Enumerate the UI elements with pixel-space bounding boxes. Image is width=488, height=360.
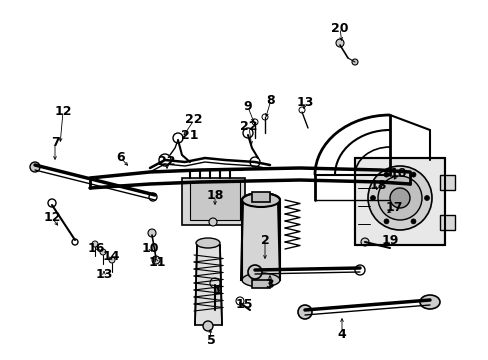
Text: 4: 4 [337,328,346,341]
Circle shape [30,162,40,172]
Text: 1: 1 [213,284,222,297]
Circle shape [377,176,421,220]
Polygon shape [195,245,222,325]
Circle shape [152,256,160,264]
Text: 13: 13 [95,269,112,282]
Bar [251,192,269,202]
Circle shape [360,238,368,246]
Polygon shape [354,158,444,245]
Polygon shape [439,215,454,230]
Circle shape [92,241,98,247]
Text: 2: 2 [260,234,269,247]
Text: 9: 9 [243,100,252,113]
Ellipse shape [419,295,439,309]
Text: 18: 18 [206,189,223,202]
Text: 19: 19 [381,234,398,247]
Text: 8: 8 [266,94,275,107]
Circle shape [100,249,106,255]
Text: 13: 13 [296,96,313,109]
Polygon shape [439,175,454,190]
Text: 22: 22 [158,156,175,168]
Circle shape [203,321,213,331]
Circle shape [389,188,409,208]
Ellipse shape [242,193,280,207]
Circle shape [297,305,311,319]
Circle shape [148,229,156,237]
Circle shape [370,195,375,201]
Bar [190,182,240,220]
Text: 21: 21 [181,130,198,143]
Polygon shape [182,178,244,225]
Polygon shape [241,200,280,280]
Circle shape [410,172,415,177]
Ellipse shape [196,238,220,248]
Ellipse shape [242,273,280,287]
Bar [251,280,269,288]
Text: 22: 22 [240,121,257,134]
Text: 3: 3 [265,278,274,291]
Circle shape [424,195,428,201]
Text: 15: 15 [235,298,252,311]
Circle shape [383,219,388,224]
Text: 12: 12 [43,211,61,225]
Circle shape [247,265,262,279]
Circle shape [367,166,431,230]
Text: 10: 10 [388,167,406,180]
Circle shape [383,172,388,177]
Text: 14: 14 [102,251,120,264]
Circle shape [335,39,343,47]
Text: 17: 17 [385,202,402,215]
Text: 22: 22 [185,113,203,126]
Circle shape [109,257,115,263]
Text: 7: 7 [51,136,59,149]
Text: 11: 11 [148,256,165,269]
Text: 5: 5 [206,333,215,346]
Circle shape [208,218,217,226]
Text: 6: 6 [117,152,125,165]
Text: 12: 12 [54,105,72,118]
Circle shape [410,219,415,224]
Text: 20: 20 [330,22,348,35]
Text: 10: 10 [141,242,159,255]
Circle shape [351,59,357,65]
Text: 18: 18 [368,180,386,193]
Text: 16: 16 [87,242,104,255]
